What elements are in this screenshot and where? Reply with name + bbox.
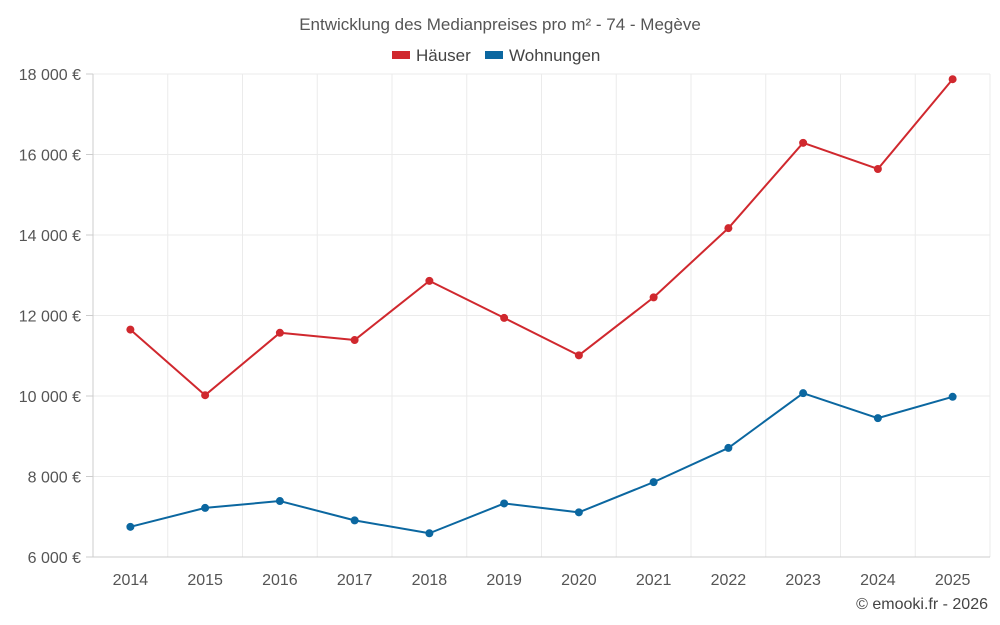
chart-title: Entwicklung des Medianpreises pro m² - 7… — [299, 15, 701, 34]
data-point[interactable] — [275, 497, 284, 506]
y-tick-label: 10 000 € — [19, 389, 81, 406]
data-point[interactable] — [500, 313, 509, 322]
data-point[interactable] — [275, 328, 284, 337]
data-point[interactable] — [425, 529, 434, 538]
data-point[interactable] — [500, 499, 509, 508]
data-point[interactable] — [649, 293, 658, 302]
data-point[interactable] — [649, 478, 658, 487]
y-tick-label: 16 000 € — [19, 148, 81, 165]
data-point[interactable] — [574, 351, 583, 360]
x-tick-label: 2025 — [935, 572, 971, 589]
y-tick-label: 12 000 € — [19, 309, 81, 326]
series-wohnungen — [126, 389, 957, 538]
data-point[interactable] — [799, 389, 808, 398]
x-tick-label: 2023 — [785, 572, 821, 589]
data-point[interactable] — [799, 138, 808, 147]
data-point[interactable] — [724, 443, 733, 452]
data-point[interactable] — [425, 276, 434, 285]
credit-text: © emooki.fr - 2026 — [856, 596, 988, 613]
data-point[interactable] — [350, 516, 359, 525]
data-point[interactable] — [574, 508, 583, 517]
grid-lines — [92, 73, 991, 558]
data-point[interactable] — [724, 224, 733, 233]
x-tick-label: 2017 — [337, 572, 373, 589]
x-tick-label: 2014 — [113, 572, 149, 589]
x-tick-label: 2015 — [187, 572, 223, 589]
y-tick-label: 8 000 € — [28, 470, 81, 487]
data-point[interactable] — [126, 522, 135, 531]
data-point[interactable] — [201, 391, 210, 400]
data-point[interactable] — [126, 325, 135, 334]
data-point[interactable] — [873, 414, 882, 423]
y-tick-label: 18 000 € — [19, 67, 81, 84]
legend-swatch — [392, 51, 410, 59]
x-tick-label: 2019 — [486, 572, 522, 589]
legend[interactable]: Häuser Wohnungen — [392, 46, 600, 65]
x-tick-label: 2018 — [412, 572, 448, 589]
series-group — [126, 75, 957, 538]
data-point[interactable] — [201, 503, 210, 512]
y-tick-label: 6 000 € — [28, 550, 81, 567]
x-tick-label: 2024 — [860, 572, 896, 589]
x-tick-label: 2021 — [636, 572, 672, 589]
y-tick-label: 14 000 € — [19, 228, 81, 245]
x-tick-label: 2016 — [262, 572, 298, 589]
data-point[interactable] — [873, 164, 882, 173]
data-point[interactable] — [350, 336, 359, 345]
legend-label: Häuser — [416, 46, 471, 65]
legend-label: Wohnungen — [509, 46, 600, 65]
x-tick-label: 2020 — [561, 572, 597, 589]
data-point[interactable] — [948, 392, 957, 401]
y-axis: 6 000 € 8 000 € 10 000 € 12 000 € 14 000 € 16… — [19, 67, 94, 567]
legend-item-haeuser[interactable]: Häuser — [392, 46, 471, 65]
series-line — [129, 78, 954, 397]
series-haeuser — [126, 75, 957, 400]
legend-swatch — [485, 51, 503, 59]
x-axis: 2014 2015 2016 2017 2018 2019 2020 2021 2022 2023… — [93, 556, 990, 589]
legend-item-wohnungen[interactable]: Wohnungen — [485, 46, 600, 65]
data-point[interactable] — [948, 75, 957, 84]
x-tick-label: 2022 — [711, 572, 747, 589]
series-line — [130, 392, 953, 535]
